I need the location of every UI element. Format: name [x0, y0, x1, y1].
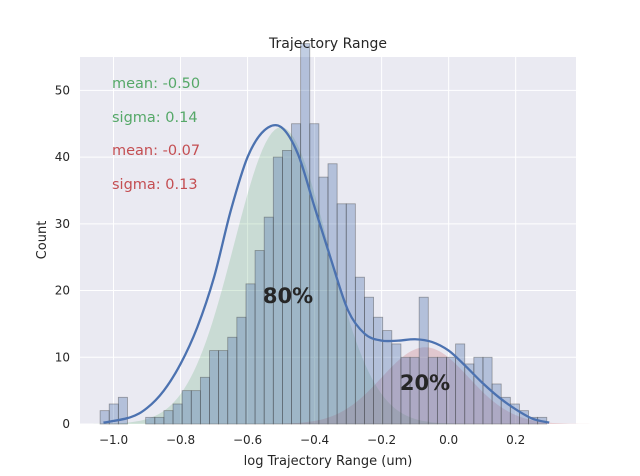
x-axis-label: log Trajectory Range (um)	[244, 454, 413, 469]
plot-area	[80, 57, 576, 424]
histogram-bar	[455, 343, 466, 425]
histogram-bar	[263, 216, 274, 425]
y-tick-label: 0	[62, 417, 70, 431]
x-tick-label: −0.2	[367, 433, 396, 447]
kde-curve	[103, 123, 550, 424]
component-1-mean-label: mean: -0.50	[112, 76, 200, 92]
x-tick-label: −0.6	[233, 433, 262, 447]
histogram-bar	[509, 403, 520, 425]
histogram-bar	[318, 176, 329, 425]
component-2-mean-label: mean: -0.07	[112, 143, 200, 159]
histogram-bars	[99, 43, 548, 425]
histogram-bar	[446, 356, 457, 425]
histogram-bar	[309, 123, 320, 425]
x-tick-label: 0.0	[439, 433, 458, 447]
y-axis-ticks: 0 10 20 30 40 50	[55, 83, 70, 431]
histogram-bar	[154, 416, 165, 425]
histogram-bar	[99, 410, 110, 425]
histogram-bar	[145, 416, 156, 425]
histogram-bar	[227, 336, 238, 425]
histogram-bar	[409, 356, 420, 425]
y-tick-label: 40	[55, 150, 70, 164]
component-1-sigma-label: sigma: 0.14	[112, 110, 198, 126]
histogram-bar	[272, 156, 283, 425]
histogram-bar	[373, 316, 384, 425]
histogram-bar	[172, 403, 183, 425]
x-tick-label: −0.8	[166, 433, 195, 447]
histogram-bar	[327, 163, 338, 425]
x-tick-label: −0.4	[300, 433, 329, 447]
histogram-bar	[108, 403, 119, 425]
histogram-bar	[364, 296, 374, 425]
histogram-bar	[382, 330, 393, 425]
y-axis-label: Count	[35, 221, 50, 260]
x-tick-label: 0.2	[506, 433, 525, 447]
histogram-bar	[254, 250, 265, 425]
histogram-bar	[181, 390, 192, 425]
y-tick-label: 10	[55, 350, 70, 364]
histogram-bar	[282, 150, 292, 425]
histogram-bar	[500, 396, 511, 425]
histogram-bar	[199, 376, 210, 425]
component-2-percent-label: 20%	[400, 371, 450, 395]
histogram-bar	[464, 363, 475, 425]
y-tick-label: 50	[55, 83, 70, 97]
y-tick-label: 30	[55, 217, 70, 231]
chart-title: Trajectory Range	[268, 36, 387, 52]
histogram-bar	[209, 350, 220, 425]
histogram-bar	[236, 316, 247, 425]
histogram-bar	[427, 356, 438, 425]
histogram-bar	[418, 296, 429, 425]
histogram-bar	[163, 410, 174, 425]
grid-lines	[80, 57, 576, 425]
histogram-bar	[436, 356, 447, 425]
histogram-bar	[400, 356, 411, 425]
histogram-bar	[117, 396, 128, 425]
x-axis-ticks: −1.0 −0.8 −0.6 −0.4 −0.2 0.0 0.2	[99, 433, 525, 447]
histogram-bar	[300, 43, 311, 425]
histogram-bar	[391, 343, 402, 425]
histogram-bar	[291, 123, 302, 425]
component-1-area	[93, 127, 469, 424]
x-tick-label: −1.0	[99, 433, 128, 447]
histogram-bar	[190, 390, 201, 425]
histogram-bar	[245, 283, 256, 425]
kde-curve-group	[103, 123, 550, 424]
histogram-bar	[473, 356, 484, 425]
component-2-area	[250, 347, 600, 424]
histogram-bar	[336, 203, 347, 425]
component-2-sigma-label: sigma: 0.13	[112, 177, 198, 193]
y-tick-label: 20	[55, 284, 70, 298]
gaussian-components	[93, 127, 600, 424]
histogram-bar	[218, 350, 229, 425]
histogram-bar	[491, 383, 502, 425]
histogram-bar	[354, 276, 365, 425]
component-1-percent-label: 80%	[263, 284, 313, 308]
